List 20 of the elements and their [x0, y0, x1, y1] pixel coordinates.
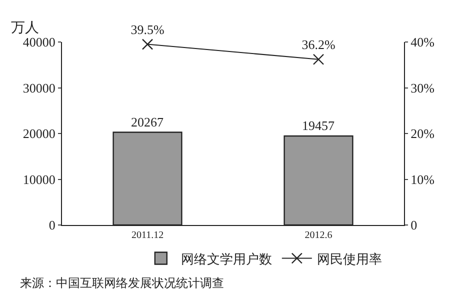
y2-tick-label: 20% [410, 126, 435, 142]
data-label: 39.5% [130, 22, 164, 37]
y-tick-label: 20000 [22, 126, 56, 142]
y2-tick-label: 0 [410, 218, 418, 233]
y-tick-label: 30000 [22, 80, 56, 96]
legend-label: 网民使用率 [316, 251, 382, 266]
legend-label: 网络文学用户数 [180, 251, 272, 266]
y2-tick-label: 40% [410, 34, 435, 50]
source-note: 来源：中国互联网络发展状况统计调查 [20, 276, 224, 290]
y-tick-label: 40000 [22, 34, 56, 50]
data-label: 36.2% [302, 36, 336, 52]
data-label: 20267 [131, 114, 164, 130]
x-tick-label: 2011.12 [131, 230, 164, 241]
y2-tick-label: 10% [410, 172, 435, 187]
data-label: 19457 [302, 118, 335, 133]
y2-tick-label: 30% [410, 80, 435, 96]
y-tick-label: 0 [48, 218, 56, 233]
y-tick-label: 10000 [22, 172, 56, 187]
y-axis-title: 万人 [11, 20, 39, 36]
x-tick-label: 2012.6 [304, 230, 332, 241]
